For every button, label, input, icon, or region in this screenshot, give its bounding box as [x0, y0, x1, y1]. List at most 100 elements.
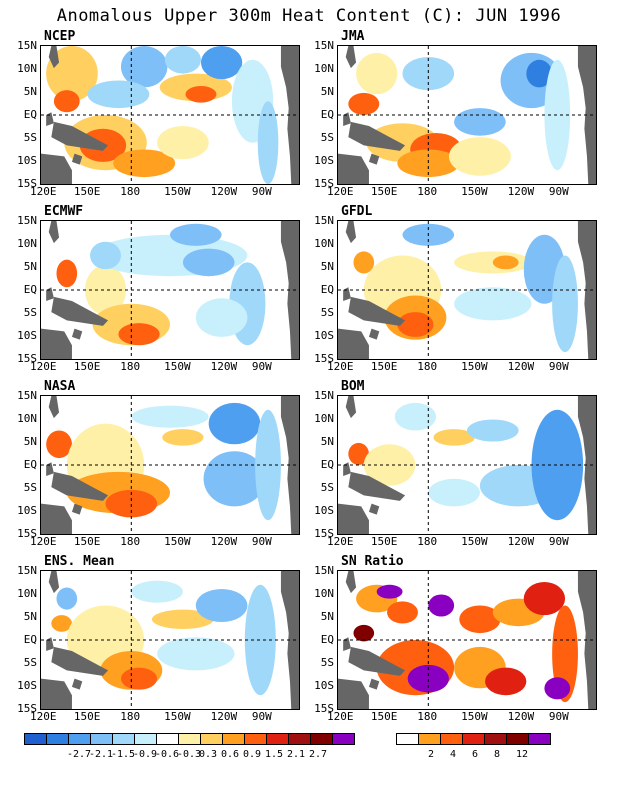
- anomaly-blob: [356, 52, 398, 95]
- lon-tick-label: 150E: [73, 535, 101, 548]
- lon-tick-label: 90W: [548, 360, 569, 373]
- lat-tick-label: EQ: [23, 458, 37, 471]
- land-mass: [348, 471, 406, 501]
- colorbar-label: 4: [450, 749, 457, 760]
- panel-title: JMA: [341, 29, 365, 44]
- colorbar-label: 1.5: [265, 749, 284, 760]
- lat-tick-label: 5N: [23, 610, 37, 623]
- lat-tick-label: 5S: [320, 131, 334, 144]
- colorbar-swatch: [310, 733, 333, 745]
- lat-tick-label: 5S: [23, 481, 37, 494]
- lat-tick-label: 5N: [320, 435, 334, 448]
- colorbar-label: -1.5: [111, 749, 136, 760]
- lon-tick-label: 180: [417, 185, 438, 198]
- land-mass: [71, 153, 83, 165]
- anomaly-blob: [113, 149, 176, 178]
- lat-tick-label: EQ: [320, 283, 334, 296]
- land-mass: [48, 46, 60, 69]
- lon-tick-label: 150E: [370, 185, 398, 198]
- map-panel: [40, 570, 300, 710]
- land-mass: [41, 503, 72, 534]
- colorbar-swatch: [244, 733, 267, 745]
- lat-tick-label: EQ: [23, 283, 37, 296]
- anomaly-blob: [531, 409, 584, 521]
- map-panel: [337, 45, 597, 185]
- anomaly-blob: [120, 667, 158, 690]
- anomaly-blob: [46, 430, 72, 459]
- lon-tick-label: 120W: [210, 535, 238, 548]
- lon-tick-label: 150W: [461, 360, 488, 373]
- colorbar-swatch: [68, 733, 91, 745]
- lon-tick-label: 120E: [30, 535, 57, 548]
- map-canvas: [41, 46, 299, 184]
- lat-tick-label: 15N: [314, 564, 334, 577]
- lat-tick-label: 15N: [17, 39, 37, 52]
- lat-tick-label: 5S: [320, 656, 334, 669]
- land-mass: [345, 221, 357, 244]
- lat-tick-label: 5N: [23, 435, 37, 448]
- map-canvas: [338, 571, 596, 709]
- anomaly-blob: [387, 601, 418, 624]
- land-mass: [46, 112, 54, 127]
- land-mass: [41, 153, 72, 184]
- land-mass: [348, 296, 406, 326]
- anomaly-blob: [120, 46, 168, 88]
- lon-tick-label: 150E: [370, 360, 398, 373]
- lat-tick-label: 10S: [314, 679, 334, 692]
- map-panel: [40, 395, 300, 535]
- colorbar-swatch: [484, 733, 507, 745]
- lat-tick-label: 10N: [314, 62, 334, 75]
- anomaly-blob: [244, 584, 276, 696]
- lat-tick-label: 15N: [17, 214, 37, 227]
- lon-tick-label: 90W: [251, 185, 272, 198]
- lat-tick-label: 10S: [17, 154, 37, 167]
- anomaly-blob: [84, 265, 127, 315]
- land-mass: [338, 328, 369, 359]
- lat-tick-label: 10N: [314, 587, 334, 600]
- anomaly-blob: [376, 584, 403, 599]
- colorbar-swatch: [288, 733, 311, 745]
- lon-tick-label: 180: [120, 185, 141, 198]
- lon-tick-label: 90W: [251, 360, 272, 373]
- colorbar-swatch: [134, 733, 157, 745]
- colorbar-swatch: [156, 733, 179, 745]
- anomaly-blob: [46, 46, 98, 102]
- land-mass: [368, 153, 380, 165]
- map-canvas: [338, 396, 596, 534]
- anomaly-blob: [492, 255, 519, 270]
- anomaly-blob: [257, 101, 279, 184]
- lat-tick-label: 15S: [17, 177, 37, 190]
- anomaly-blob: [51, 615, 72, 632]
- land-mass: [71, 328, 83, 340]
- lat-tick-label: 10N: [17, 412, 37, 425]
- lat-tick-label: 5S: [23, 656, 37, 669]
- lat-tick-label: 10N: [17, 587, 37, 600]
- land-mass: [338, 153, 369, 184]
- lon-tick-label: 90W: [548, 185, 569, 198]
- lon-tick-label: 120W: [507, 710, 535, 723]
- lat-tick-label: EQ: [320, 633, 334, 646]
- lat-tick-label: 5S: [320, 481, 334, 494]
- lat-tick-label: 5N: [23, 85, 37, 98]
- colorbar-swatch: [332, 733, 355, 745]
- lat-tick-label: 10N: [314, 237, 334, 250]
- anomaly-blob: [182, 248, 235, 277]
- panel-title: BOM: [341, 379, 365, 394]
- lon-tick-label: 120E: [30, 360, 57, 373]
- panel-title: NASA: [44, 379, 76, 394]
- lat-tick-label: 15S: [314, 352, 334, 365]
- anomaly-blob: [407, 664, 449, 693]
- anomaly-blob: [195, 588, 248, 623]
- lon-tick-label: 150E: [73, 360, 101, 373]
- map-canvas: [338, 46, 596, 184]
- lon-tick-label: 150W: [461, 185, 488, 198]
- lon-tick-label: 120E: [327, 360, 354, 373]
- lat-tick-label: 5N: [320, 85, 334, 98]
- lat-tick-label: 5N: [320, 610, 334, 623]
- map-panel: [40, 220, 300, 360]
- anomaly-blob: [363, 444, 416, 486]
- lon-tick-label: 180: [417, 710, 438, 723]
- lon-tick-label: 180: [120, 535, 141, 548]
- anomaly-blob: [397, 312, 434, 337]
- lat-tick-label: 10S: [17, 329, 37, 342]
